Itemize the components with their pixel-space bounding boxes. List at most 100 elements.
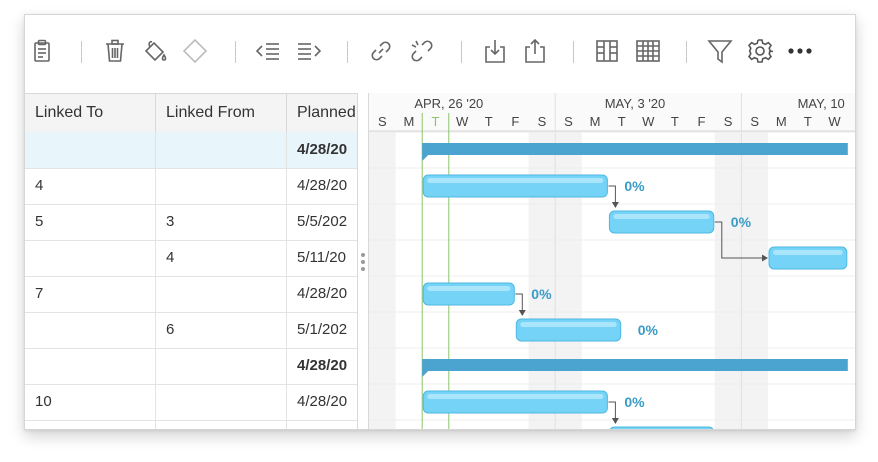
day-label: T xyxy=(804,114,812,129)
splitter-grip-dot xyxy=(361,253,365,257)
column-header-linked-from[interactable]: Linked From xyxy=(156,94,287,132)
dependency-arrow xyxy=(611,418,619,424)
week-label: MAY, 3 '20 xyxy=(605,96,666,111)
summary-bar xyxy=(422,359,848,371)
columns-icon[interactable] xyxy=(593,37,621,65)
summary-bar-start-marker xyxy=(422,155,429,161)
table-row[interactable] xyxy=(25,420,357,429)
table-row[interactable]: 7 4/28/20 xyxy=(25,276,357,313)
day-label: T xyxy=(618,114,626,129)
dependency-link xyxy=(515,293,523,313)
dependency-link xyxy=(608,185,616,205)
task-bar xyxy=(609,426,714,429)
clipboard-icon[interactable] xyxy=(28,37,56,65)
progress-label: 0% xyxy=(531,286,552,302)
cell-linked-from[interactable] xyxy=(156,348,287,384)
cell-planned[interactable]: 4/28/20 xyxy=(297,141,348,158)
cell-linked-to[interactable]: 4 xyxy=(25,168,156,204)
cell-planned[interactable]: 4/28/20 xyxy=(297,357,348,374)
toolbar-separator xyxy=(235,41,236,63)
gantt-canvas: APR, 26 '20 MAY, 3 '20 MAY, 10 S M T W T F S S M T W T… xyxy=(369,93,855,429)
table-row[interactable]: 4/28/20 xyxy=(25,132,357,169)
timeline-header xyxy=(369,93,855,131)
cell-linked-from[interactable] xyxy=(156,132,287,168)
day-label: F xyxy=(511,114,519,129)
cell-planned[interactable]: 4/28/20 xyxy=(297,177,348,194)
table-row[interactable]: 4/28/20 xyxy=(25,348,357,385)
progress-label: 0% xyxy=(624,178,645,194)
import-icon[interactable] xyxy=(481,37,509,65)
cell-linked-from[interactable]: 6 xyxy=(156,312,287,348)
day-label: S xyxy=(378,114,387,129)
cell-linked-to[interactable]: 10 xyxy=(25,384,156,420)
day-label: M xyxy=(403,114,414,129)
gear-icon[interactable] xyxy=(746,37,774,65)
task-bar-highlight xyxy=(613,214,710,219)
cell-planned[interactable]: 5/1/202 xyxy=(297,321,348,338)
column-header-planned[interactable]: Planned xyxy=(297,104,356,121)
cell-linked-to[interactable]: 5 xyxy=(25,204,156,240)
pane-splitter[interactable] xyxy=(357,93,369,429)
task-bar-highlight xyxy=(773,250,843,255)
dependency-link xyxy=(608,401,616,421)
table-row[interactable]: 4 4/28/20 xyxy=(25,168,357,205)
day-label: S xyxy=(750,114,759,129)
table-row[interactable]: 10 4/28/20 xyxy=(25,384,357,421)
cell-planned[interactable]: 5/5/202 xyxy=(297,213,348,230)
table-row[interactable]: 5 3 5/5/202 xyxy=(25,204,357,241)
day-label: T xyxy=(485,114,493,129)
toolbar-separator xyxy=(573,41,574,63)
cell-linked-from[interactable]: 3 xyxy=(156,204,287,240)
cell-linked-to[interactable]: 7 xyxy=(25,276,156,312)
task-bar-highlight xyxy=(427,286,511,291)
cell-linked-from[interactable]: 4 xyxy=(156,240,287,276)
toolbar xyxy=(25,15,855,91)
cell-linked-from[interactable] xyxy=(156,276,287,312)
task-bar-highlight xyxy=(427,178,604,183)
column-header-linked-to[interactable]: Linked To xyxy=(25,94,156,132)
cell-planned[interactable]: 5/11/20 xyxy=(297,249,346,266)
cell-linked-from[interactable] xyxy=(156,168,287,204)
cell-linked-to[interactable] xyxy=(25,420,156,429)
table-row[interactable]: 6 5/1/202 xyxy=(25,312,357,349)
task-bar-highlight xyxy=(427,394,604,399)
cell-planned[interactable] xyxy=(287,420,357,429)
outdent-icon[interactable] xyxy=(254,37,282,65)
app-window: Linked To Linked From Planned 4/28/20 4 4/… xyxy=(24,14,856,430)
trash-icon[interactable] xyxy=(101,37,129,65)
weekend-column xyxy=(714,131,742,429)
dependency-arrow xyxy=(518,310,526,316)
cell-linked-from[interactable] xyxy=(156,420,287,429)
day-label: S xyxy=(564,114,573,129)
summary-bar-start-marker xyxy=(422,371,429,377)
cell-planned[interactable]: 4/28/20 xyxy=(297,285,348,302)
progress-label: 0% xyxy=(638,322,659,338)
cell-linked-to[interactable] xyxy=(25,348,156,384)
paint-bucket-icon[interactable] xyxy=(141,37,169,65)
more-icon[interactable] xyxy=(786,37,814,65)
table-row[interactable]: 4 5/11/20 xyxy=(25,240,357,277)
diamond-icon[interactable] xyxy=(181,37,209,65)
table-icon[interactable] xyxy=(634,37,662,65)
filter-icon[interactable] xyxy=(706,37,734,65)
dependency-arrow xyxy=(762,254,768,262)
week-label: APR, 26 '20 xyxy=(414,96,483,111)
gantt-chart: APR, 26 '20 MAY, 3 '20 MAY, 10 S M T W T F S S M T W T… xyxy=(369,93,855,429)
cell-linked-to[interactable] xyxy=(25,132,156,168)
week-label: MAY, 10 xyxy=(798,96,845,111)
summary-bar xyxy=(422,143,848,155)
cell-linked-to[interactable] xyxy=(25,312,156,348)
toolbar-separator xyxy=(347,41,348,63)
progress-label: 0% xyxy=(624,394,645,410)
cell-linked-to[interactable] xyxy=(25,240,156,276)
dependency-arrow xyxy=(611,202,619,208)
day-label: W xyxy=(642,114,655,129)
indent-icon[interactable] xyxy=(295,37,323,65)
cell-linked-from[interactable] xyxy=(156,384,287,420)
unlink-icon[interactable] xyxy=(408,37,436,65)
export-icon[interactable] xyxy=(521,37,549,65)
link-icon[interactable] xyxy=(367,37,395,65)
toolbar-separator xyxy=(461,41,462,63)
day-label: S xyxy=(538,114,547,129)
cell-planned[interactable]: 4/28/20 xyxy=(297,393,348,410)
